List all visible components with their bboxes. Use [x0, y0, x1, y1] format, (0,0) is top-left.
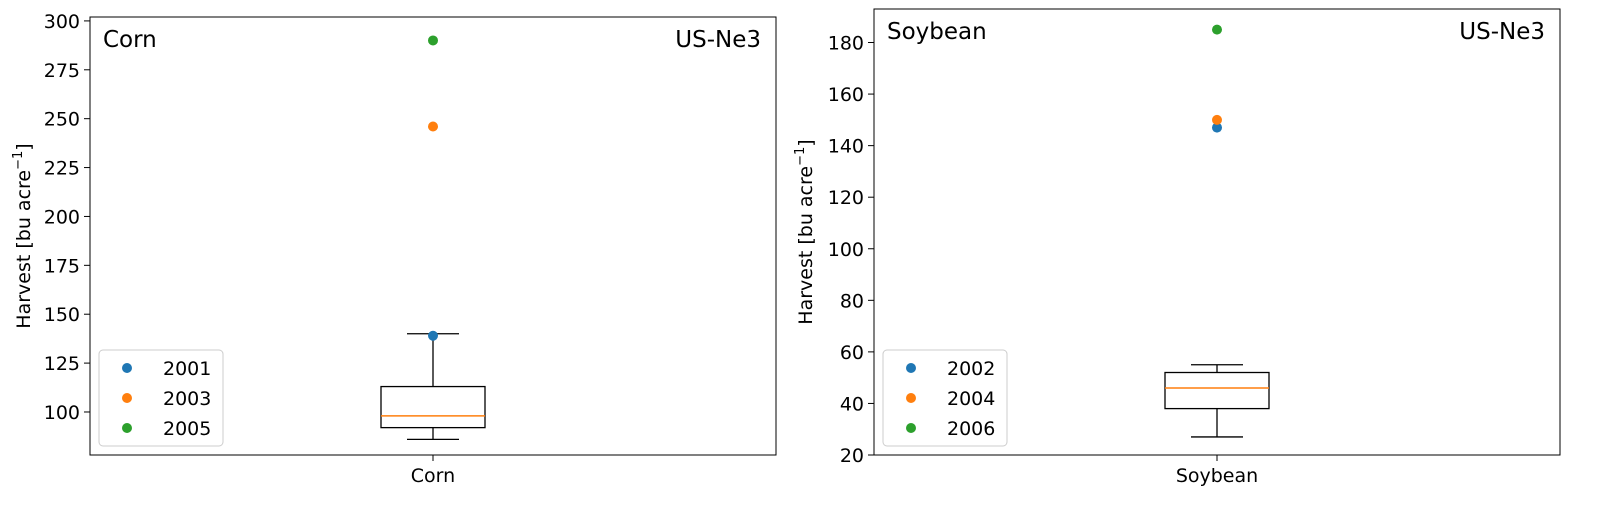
corn-panel: 100 125 150 175 200 225 250 275 300 Corn Harvest [… [11, 11, 777, 487]
point-2001 [428, 330, 438, 341]
legend-label-2005: 2005 [163, 418, 211, 440]
y-tick-label: 275 [44, 60, 80, 82]
y-tick-label: 200 [44, 206, 80, 228]
point-2005 [428, 35, 438, 46]
site-annotation: US-Ne3 [1459, 19, 1545, 45]
y-tick-label: 150 [44, 304, 80, 326]
y-tick-label: 40 [840, 393, 864, 415]
y-axis-label-text: Harvest [bu acre [795, 166, 817, 325]
y-tick-label: 225 [44, 158, 80, 180]
y-tick-label: 100 [828, 239, 864, 261]
point-2002 [1212, 122, 1222, 133]
y-axis-label-text: Harvest [bu acre [13, 170, 35, 329]
legend-marker-2006 [906, 423, 916, 433]
crop-annotation: Soybean [887, 19, 987, 45]
crop-annotation: Corn [103, 27, 157, 53]
box-iqr [380, 385, 486, 429]
y-axis-label-exponent: −1 [793, 147, 808, 166]
y-tick-label: 60 [840, 342, 864, 364]
y-axis-label-exponent: −1 [11, 151, 26, 170]
box-iqr [1164, 371, 1270, 410]
y-tick-label: 80 [840, 290, 864, 312]
y-tick-label: 125 [44, 353, 80, 375]
legend-box [98, 349, 224, 447]
y-axis-label: Harvest [bu acre−1] [11, 143, 35, 328]
x-tick-label: Soybean [1176, 465, 1258, 487]
point-2003 [428, 121, 438, 132]
soybean-panel: 20 40 60 80 100 120 140 160 180 Soybean Harvest [b… [793, 8, 1561, 487]
y-tick-label: 100 [44, 402, 80, 424]
y-tick-label: 175 [44, 255, 80, 277]
point-2004 [1212, 114, 1222, 125]
legend-box [882, 349, 1008, 447]
legend-marker-2001 [122, 363, 132, 373]
point-2006 [1212, 24, 1222, 35]
legend-marker-2004 [906, 393, 916, 403]
legend-label-2004: 2004 [947, 388, 995, 410]
legend-label-2006: 2006 [947, 418, 995, 440]
y-tick-label: 300 [44, 11, 80, 33]
y-tick-label: 20 [840, 445, 864, 467]
y-tick-label: 180 [828, 33, 864, 55]
legend-marker-2005 [122, 423, 132, 433]
y-tick-label: 160 [828, 84, 864, 106]
legend-label-2001: 2001 [163, 358, 211, 380]
y-tick-label: 250 [44, 109, 80, 131]
y-axis-label-close: ] [795, 139, 817, 146]
y-axis-label: Harvest [bu acre−1] [793, 139, 817, 324]
y-axis-label-close: ] [13, 143, 35, 150]
y-tick-label: 120 [828, 187, 864, 209]
site-annotation: US-Ne3 [675, 27, 761, 53]
legend-label-2002: 2002 [947, 358, 995, 380]
legend-label-2003: 2003 [163, 388, 211, 410]
legend-marker-2003 [122, 393, 132, 403]
y-tick-label: 140 [828, 136, 864, 158]
x-tick-label: Corn [411, 465, 455, 487]
legend-marker-2002 [906, 363, 916, 373]
